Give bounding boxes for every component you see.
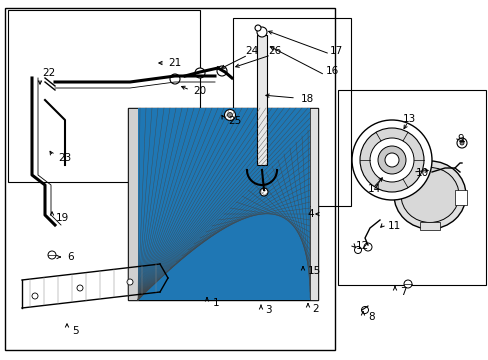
Circle shape [254, 25, 261, 31]
Text: 16: 16 [325, 66, 339, 76]
Circle shape [403, 280, 411, 288]
Circle shape [384, 153, 398, 167]
Bar [5, 8, 334, 350]
Bar [138, 108, 309, 300]
Circle shape [359, 128, 423, 192]
Text: 24: 24 [244, 46, 258, 56]
Circle shape [127, 279, 133, 285]
Text: 25: 25 [227, 116, 241, 126]
Text: 18: 18 [301, 94, 314, 104]
Text: 12: 12 [355, 241, 368, 251]
Ellipse shape [400, 167, 458, 222]
Bar [232, 18, 350, 206]
Circle shape [32, 293, 38, 299]
Text: 14: 14 [367, 184, 381, 194]
Bar [128, 108, 317, 300]
Circle shape [361, 306, 368, 314]
Bar [419, 222, 439, 230]
Text: 21: 21 [168, 58, 181, 68]
Ellipse shape [393, 161, 465, 229]
Circle shape [354, 247, 361, 253]
Bar [8, 10, 200, 182]
Text: 17: 17 [329, 46, 343, 56]
Circle shape [48, 251, 56, 259]
Text: 23: 23 [58, 153, 71, 163]
Bar [309, 108, 317, 300]
Text: 1: 1 [213, 298, 219, 308]
Circle shape [260, 188, 267, 196]
Circle shape [170, 74, 180, 84]
Text: 15: 15 [307, 266, 321, 276]
Text: 4: 4 [306, 209, 313, 219]
Text: 2: 2 [311, 304, 318, 314]
Text: 22: 22 [42, 68, 55, 78]
Text: 10: 10 [415, 168, 428, 178]
Bar [454, 190, 466, 205]
Text: 8: 8 [367, 312, 374, 322]
Circle shape [224, 109, 235, 121]
Circle shape [351, 120, 431, 200]
Text: 19: 19 [56, 213, 69, 223]
Text: 7: 7 [399, 287, 406, 297]
Text: 26: 26 [267, 46, 281, 56]
Text: 20: 20 [193, 86, 206, 96]
Text: 13: 13 [402, 114, 415, 124]
Circle shape [227, 112, 232, 117]
Circle shape [257, 27, 266, 37]
Text: 3: 3 [264, 305, 271, 315]
Circle shape [377, 146, 405, 174]
Circle shape [369, 138, 413, 182]
Circle shape [217, 66, 226, 76]
Circle shape [363, 243, 371, 251]
Circle shape [77, 285, 83, 291]
Text: 9: 9 [456, 134, 463, 144]
Bar [337, 90, 485, 285]
Bar [128, 108, 138, 300]
Text: 11: 11 [387, 221, 401, 231]
Circle shape [459, 141, 463, 145]
Circle shape [195, 68, 204, 78]
Circle shape [456, 138, 466, 148]
Text: 5: 5 [72, 326, 79, 336]
Text: 6: 6 [67, 252, 74, 262]
Bar [257, 35, 266, 165]
